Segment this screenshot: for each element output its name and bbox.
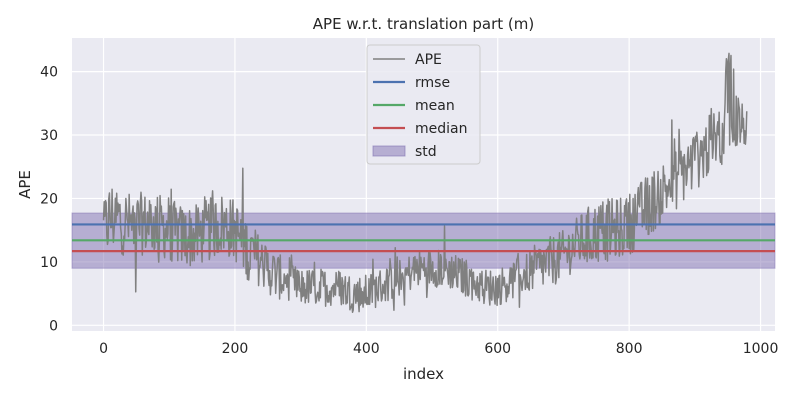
tick-labels: 0 200 400 600 800 1000 0 10 20 30 40 [40, 65, 778, 357]
legend-label-rmse: rmse [415, 75, 450, 91]
legend-box [366, 44, 481, 165]
legend-label-std: std [415, 144, 437, 160]
ape-series-line [102, 52, 748, 314]
x-tick-label: 400 [353, 341, 380, 357]
y-tick-label: 0 [49, 318, 58, 334]
x-tick-label: 200 [222, 341, 249, 357]
legend-swatch-std [372, 145, 406, 157]
stat-lines [72, 223, 775, 253]
y-tick-label: 20 [40, 191, 58, 207]
y-axis-label: APE [16, 170, 34, 199]
legend: APE rmse mean median std [366, 44, 481, 165]
y-tick-label: 30 [40, 128, 58, 144]
legend-label-mean: mean [415, 98, 455, 114]
legend-label-median: median [415, 121, 467, 137]
y-tick-label: 40 [40, 65, 58, 81]
y-tick-label: 10 [40, 255, 58, 271]
x-tick-label: 1000 [743, 341, 779, 357]
x-tick-label: 800 [616, 341, 643, 357]
x-axis-label: index [403, 365, 444, 383]
legend-label-APE: APE [415, 52, 442, 68]
chart-title: APE w.r.t. translation part (m) [313, 15, 534, 33]
ape-layer [102, 52, 748, 314]
x-tick-label: 600 [484, 341, 511, 357]
x-tick-label: 0 [99, 341, 108, 357]
